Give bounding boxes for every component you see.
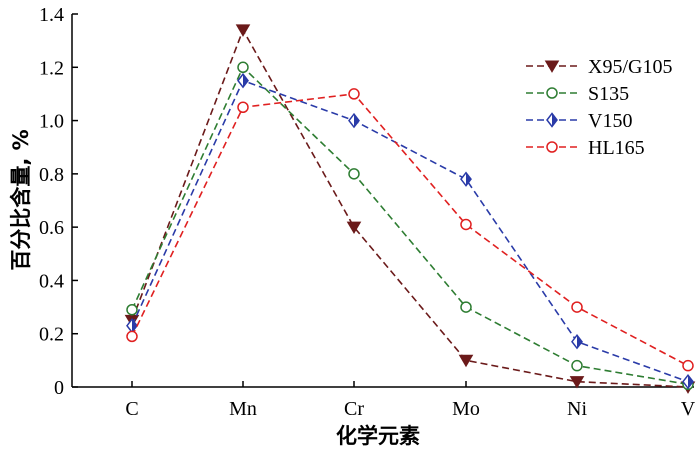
y-tick-label: 1.4 <box>39 4 64 26</box>
data-point <box>235 24 251 37</box>
legend-marker <box>546 112 558 128</box>
legend-marker <box>544 60 560 73</box>
diamond-half-fill <box>354 114 359 128</box>
legend-item: V150 <box>526 110 632 132</box>
data-point <box>569 376 585 389</box>
diamond-half-fill <box>132 319 137 333</box>
legend-item: S135 <box>526 83 629 105</box>
diamond-half-fill <box>466 172 471 186</box>
legend-marker <box>546 141 558 153</box>
y-tick-label: 1.2 <box>39 57 64 79</box>
diamond-half-fill <box>688 375 693 389</box>
series-line <box>131 79 689 383</box>
data-point <box>346 221 362 235</box>
legend-label: S135 <box>588 83 629 105</box>
data-point <box>458 354 474 368</box>
x-tick-label: Mo <box>452 398 480 420</box>
data-point <box>571 301 583 313</box>
series-layer <box>124 24 696 394</box>
x-axis-title: 化学元素 <box>336 424 420 448</box>
y-tick-label: 0 <box>54 377 64 399</box>
legend-label: HL165 <box>588 137 645 159</box>
data-point <box>460 301 472 313</box>
x-tick-label: Mn <box>229 398 257 420</box>
x-tick-label: C <box>125 398 138 420</box>
data-point <box>348 112 360 129</box>
x-tick-label: V <box>681 398 696 420</box>
series-line <box>131 65 689 386</box>
legend-label: V150 <box>588 110 632 132</box>
data-point <box>682 373 694 390</box>
data-point <box>460 171 472 187</box>
series-3 <box>126 88 694 372</box>
data-point <box>126 317 138 334</box>
y-tick-label: 0.8 <box>39 164 64 186</box>
legend-item: X95/G105 <box>526 56 672 78</box>
data-point <box>126 303 138 316</box>
y-tick-label: 1.0 <box>39 111 64 133</box>
data-point <box>237 72 249 89</box>
y-tick-label: 0.2 <box>39 324 64 346</box>
data-point <box>348 168 360 180</box>
legend-label: X95/G105 <box>588 56 672 78</box>
diamond-half-fill <box>243 74 248 88</box>
diamond-half-fill <box>577 335 582 349</box>
data-point <box>348 88 360 100</box>
x-tick-label: Cr <box>344 398 364 420</box>
data-point <box>126 330 138 343</box>
data-point <box>571 333 583 350</box>
y-tick-label: 0.6 <box>39 217 64 239</box>
series-line <box>131 93 689 367</box>
data-point <box>237 101 249 113</box>
legend-marker <box>546 87 558 99</box>
axes: 0 0.2 0.4 0.6 0.8 1.0 1.2 1.4 C Mn Cr Mo Ni V <box>39 4 696 420</box>
series-0 <box>124 24 696 394</box>
series-2 <box>126 72 694 390</box>
y-axis-title: 百分比含量, % <box>9 129 33 270</box>
data-point <box>682 359 694 372</box>
legend: X95/G105 S135 V150 HL165 <box>526 56 672 159</box>
diamond-half-fill <box>552 113 557 127</box>
data-point <box>460 218 472 231</box>
x-tick-label: Ni <box>567 398 587 420</box>
data-point <box>237 61 249 74</box>
data-point <box>571 359 583 372</box>
legend-item: HL165 <box>526 137 645 159</box>
series-line <box>131 28 689 388</box>
y-tick-label: 0.4 <box>39 270 64 292</box>
